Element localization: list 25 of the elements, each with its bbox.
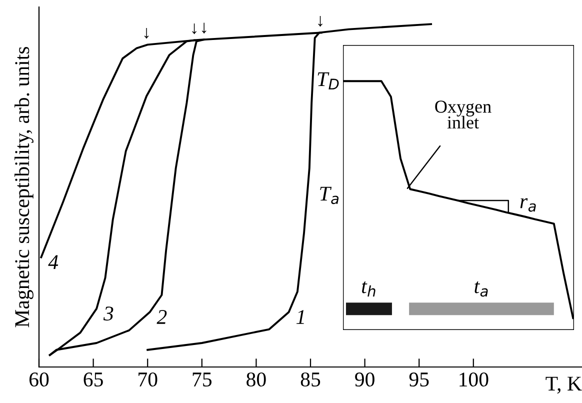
x-tick-label: 85 — [300, 372, 320, 387]
annotation: Oxygen inlet — [435, 100, 492, 129]
annotation: t$_{a}$ — [474, 281, 488, 297]
x-tick-label: 90 — [355, 372, 374, 387]
annotation: ↓ — [192, 23, 196, 34]
annotation: ↓ — [202, 22, 206, 34]
annotation: ↓ — [318, 16, 322, 27]
series-label: 3 — [103, 306, 114, 321]
annotation: ↓ — [144, 28, 149, 39]
y-axis-title: Magnetic susceptibility, arb. units — [14, 46, 34, 328]
x-tick-label: 80 — [246, 372, 266, 387]
series-label: 1 — [296, 310, 304, 324]
annotation: t$_{h}$ — [362, 281, 376, 296]
annotation: T$_{a}$ — [320, 186, 339, 204]
annotation: r$_{a}$ — [520, 198, 536, 212]
x-tick-label: 60 — [29, 372, 49, 387]
x-tick-label: 75 — [192, 372, 212, 387]
x-tick-label: 100 — [460, 372, 488, 387]
x-tick-label: 65 — [84, 372, 103, 387]
x-tick-label: 70 — [138, 372, 158, 387]
x-axis-title: T, K — [546, 376, 582, 394]
series-label: 2 — [156, 310, 167, 324]
series-label: 4 — [48, 255, 58, 269]
x-tick-label: 95 — [409, 372, 429, 387]
annotation: T$_{D}$ — [318, 72, 339, 90]
